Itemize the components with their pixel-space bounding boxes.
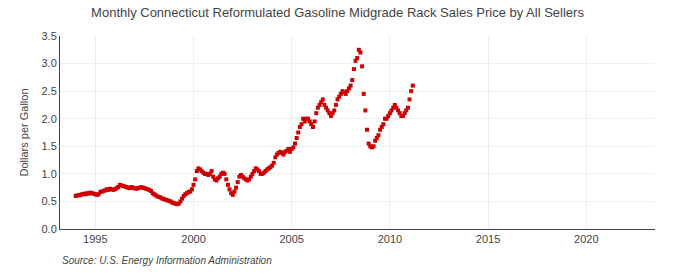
svg-text:2010: 2010 [378, 233, 402, 245]
svg-text:0.0: 0.0 [42, 223, 57, 235]
svg-text:1.5: 1.5 [42, 140, 57, 152]
svg-text:2.0: 2.0 [42, 113, 57, 125]
svg-text:Dollars per Gallon: Dollars per Gallon [18, 88, 30, 176]
svg-text:Source: U.S. Energy Informatio: Source: U.S. Energy Information Administ… [62, 255, 272, 266]
svg-text:3.5: 3.5 [42, 30, 57, 42]
svg-text:0.5: 0.5 [42, 195, 57, 207]
svg-text:1.0: 1.0 [42, 168, 57, 180]
svg-text:2015: 2015 [476, 233, 500, 245]
svg-text:2.5: 2.5 [42, 85, 57, 97]
svg-text:2005: 2005 [279, 233, 303, 245]
svg-text:2020: 2020 [574, 233, 598, 245]
svg-text:1995: 1995 [83, 233, 107, 245]
svg-text:3.0: 3.0 [42, 57, 57, 69]
svg-text:Monthly Connecticut Reformulat: Monthly Connecticut Reformulated Gasolin… [91, 5, 584, 20]
svg-text:2000: 2000 [181, 233, 205, 245]
